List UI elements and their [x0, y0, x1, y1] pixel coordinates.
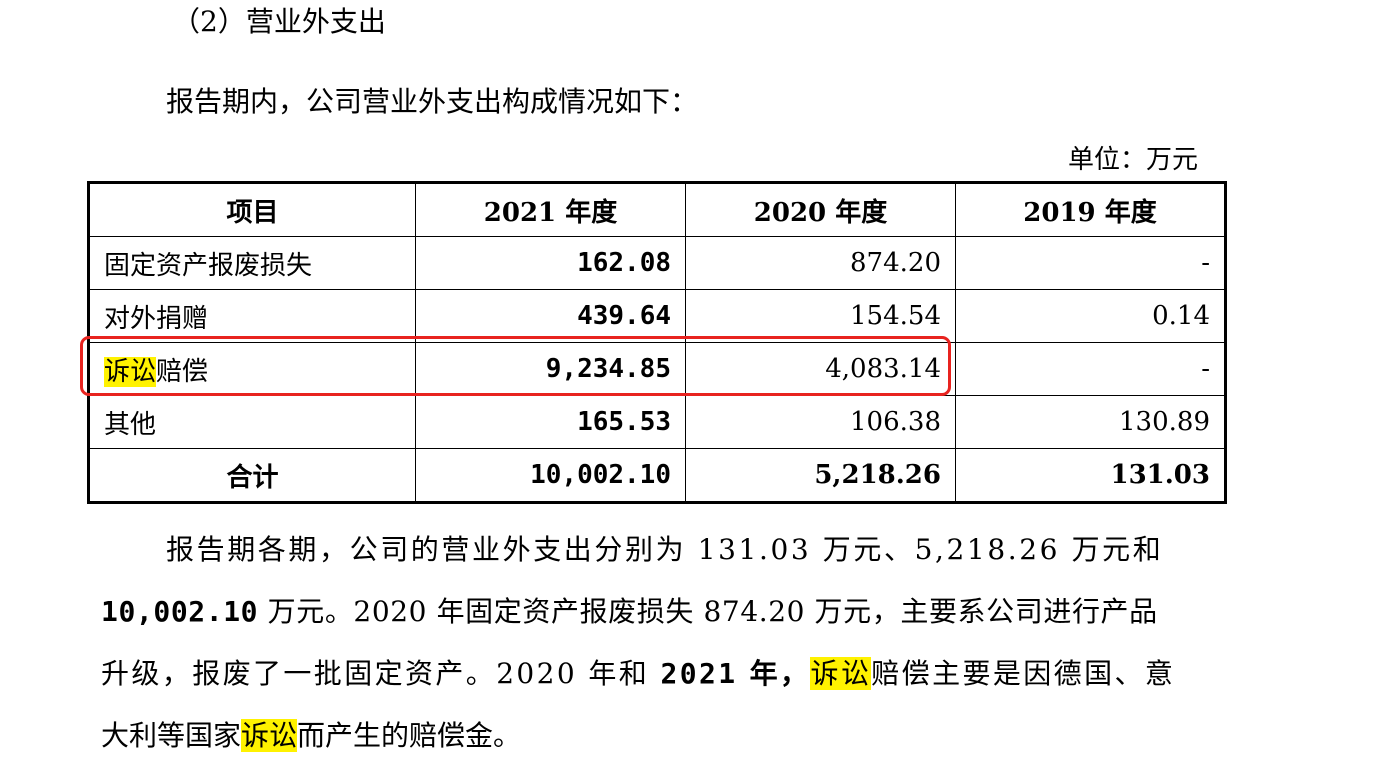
total-2020: 5,218.26 — [685, 448, 956, 503]
row-item: 固定资产报废损失 — [88, 236, 416, 290]
header-item: 项目 — [88, 182, 416, 237]
highlighted-term: 诉讼 — [810, 657, 872, 690]
header-2020: 2020 年度 — [685, 182, 956, 237]
header-2021: 2021 年度 — [415, 182, 686, 237]
row-item: 其他 — [88, 395, 416, 449]
paragraph-text: 升级，报废了一批固定资产。2020 年和 — [101, 657, 661, 690]
cell-2021: 165.53 — [415, 395, 686, 449]
cell-2021: 439.64 — [415, 289, 686, 343]
row-item: 对外捐赠 — [88, 289, 416, 343]
total-2021: 10,002.10 — [415, 448, 686, 503]
bold-year: 2021 — [660, 657, 738, 690]
cell-2019: - — [955, 236, 1226, 290]
cell-2019: 130.89 — [955, 395, 1226, 449]
table-row: 固定资产报废损失 162.08 874.20 - — [88, 236, 1226, 290]
cell-2019: - — [955, 342, 1226, 396]
row-item-rest: 赔偿 — [156, 356, 209, 387]
cell-2020: 874.20 — [685, 236, 956, 290]
cell-2020: 106.38 — [685, 395, 956, 449]
header-2019: 2019 年度 — [955, 182, 1226, 237]
cell-2019: 0.14 — [955, 289, 1226, 343]
non-operating-expenses-table: 项目 2021 年度 2020 年度 2019 年度 固定资产报废损失 162.… — [87, 181, 1227, 504]
section-heading: （2）营业外支出 — [172, 5, 386, 38]
paragraph-text: 赔偿主要是因德国、意 — [871, 657, 1176, 690]
annotation-box — [80, 336, 951, 396]
cell-2020: 154.54 — [685, 289, 956, 343]
table-total-row: 合计 10,002.10 5,218.26 131.03 — [88, 448, 1226, 503]
total-label: 合计 — [88, 448, 416, 503]
paragraph-line-1: 报告期各期，公司的营业外支出分别为 131.03 万元、5,218.26 万元和 — [166, 533, 1164, 566]
paragraph-text: 万元。2020 年固定资产报废损失 874.20 万元，主要系公司进行产品 — [258, 595, 1158, 628]
highlighted-term: 诉讼 — [104, 356, 157, 387]
highlighted-term: 诉讼 — [241, 719, 298, 752]
unit-label: 单位：万元 — [1068, 145, 1199, 175]
cell-2021: 9,234.85 — [415, 342, 686, 396]
table-row: 对外捐赠 439.64 154.54 0.14 — [88, 289, 1226, 343]
paragraph-text: 大利等国家 — [101, 719, 242, 752]
paragraph-line-2: 10,002.10 万元。2020 年固定资产报废损失 874.20 万元，主要… — [101, 594, 1158, 630]
intro-text: 报告期内，公司营业外支出构成情况如下： — [166, 85, 699, 118]
cell-2021: 162.08 — [415, 236, 686, 290]
paragraph-text: 而产生的赔偿金。 — [297, 719, 522, 752]
paragraph-line-3: 升级，报废了一批固定资产。2020 年和 2021 年，诉讼赔偿主要是因德国、意 — [101, 656, 1175, 692]
paragraph-line-4: 大利等国家诉讼而产生的赔偿金。 — [101, 718, 521, 754]
table-row: 其他 165.53 106.38 130.89 — [88, 395, 1226, 449]
bold-year-suffix: 年， — [737, 657, 811, 690]
total-2019: 131.03 — [955, 448, 1226, 503]
table-header-row: 项目 2021 年度 2020 年度 2019 年度 — [88, 182, 1226, 237]
table-row-litigation: 诉讼赔偿 9,234.85 4,083.14 - — [88, 342, 1226, 396]
bold-amount: 10,002.10 — [101, 595, 259, 628]
